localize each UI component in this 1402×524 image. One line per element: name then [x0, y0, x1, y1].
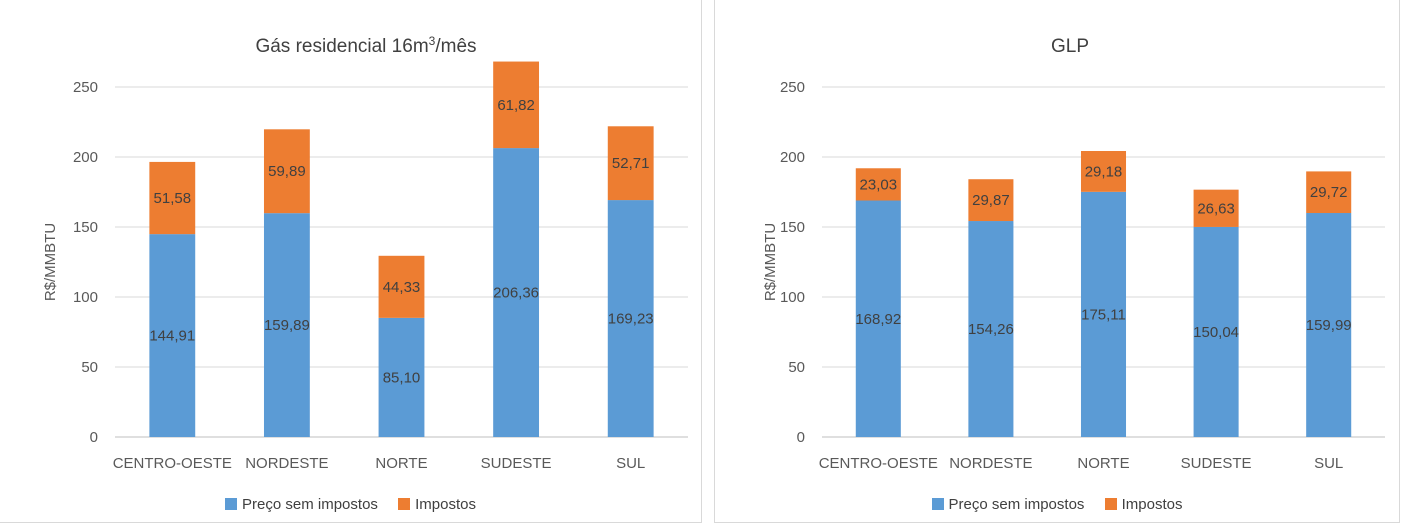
bar-price	[263, 213, 310, 437]
legend-label-taxes: Impostos	[415, 495, 476, 513]
bar-taxes	[1080, 150, 1127, 192]
x-tick-label: NORDESTE	[949, 455, 1032, 472]
y-tick-label: 250	[73, 79, 98, 96]
legend-item-price: Preço sem impostos	[931, 495, 1085, 513]
y-tick-label: 200	[780, 149, 805, 166]
chart-residential-gas: Gás residencial 16m3/mês 0 50 100 150 200 250 R…	[42, 34, 688, 472]
bar-price	[1306, 213, 1352, 437]
bar-price	[149, 234, 196, 437]
data-label-taxes: 29,72	[1310, 184, 1348, 201]
bar-price	[493, 148, 540, 437]
data-label-price: 169,23	[608, 311, 654, 328]
y-axis-label: R$/MMBTU	[762, 223, 779, 301]
x-tick-label: CENTRO-OESTE	[819, 455, 938, 472]
data-label-taxes: 29,87	[972, 192, 1010, 209]
data-label-taxes: 61,82	[497, 97, 535, 114]
data-label-price: 159,89	[264, 317, 310, 334]
data-label-taxes: 44,33	[383, 279, 421, 296]
y-tick-label: 50	[81, 359, 98, 376]
bar-price	[968, 221, 1014, 437]
bar-price	[1080, 191, 1127, 437]
legend-swatch-price	[931, 498, 944, 510]
bar-taxes	[263, 129, 310, 214]
legend-item-taxes: Impostos	[398, 496, 476, 513]
y-tick-label: 150	[780, 219, 805, 236]
x-tick-label: SUL	[616, 455, 645, 472]
y-tick-label: 100	[780, 289, 805, 306]
legend-label-taxes: Impostos	[1121, 495, 1183, 513]
data-label-taxes: 29,18	[1085, 163, 1123, 180]
data-label-price: 150,04	[1193, 324, 1239, 341]
data-label-price: 85,10	[383, 369, 421, 386]
legend-item-taxes: Impostos	[1104, 495, 1183, 513]
data-label-taxes: 52,71	[612, 155, 650, 172]
chart-panel-residential-gas: Gás residencial 16m3/mês 0 50 100 150 200 250 R…	[0, 0, 702, 523]
legend-label-price: Preço sem impostos	[948, 495, 1085, 513]
x-tick-label: NORTE	[375, 455, 427, 472]
y-tick-label: 0	[797, 429, 805, 446]
bar-taxes	[378, 255, 425, 318]
data-label-taxes: 51,58	[154, 190, 192, 207]
x-tick-label: CENTRO-OESTE	[113, 455, 232, 472]
chart-panel-glp: GLP 0 50 100 150 200 250 R$/MMBTU 168,92 23,03 CEN…	[714, 0, 1400, 523]
data-label-price: 175,11	[1081, 306, 1126, 323]
bar-taxes	[607, 126, 654, 201]
data-label-price: 154,26	[968, 321, 1014, 338]
bar-price	[378, 317, 425, 437]
chart-title: GLP	[1051, 36, 1089, 57]
chart-title-tail: /mês	[435, 36, 476, 57]
data-label-taxes: 59,89	[268, 163, 306, 180]
legend-item-price: Preço sem impostos	[225, 496, 378, 513]
y-tick-label: 100	[73, 289, 98, 306]
x-tick-label: SUDESTE	[481, 455, 552, 472]
bar-taxes	[1306, 171, 1352, 214]
bar-price	[855, 200, 901, 437]
x-tick-label: SUL	[1314, 455, 1343, 472]
legend: Preço sem impostos Impostos	[715, 496, 1399, 515]
bar-price	[1193, 226, 1239, 437]
chart-title-superscript: 3	[429, 34, 436, 48]
bar-taxes	[493, 61, 540, 149]
bar-taxes	[149, 161, 196, 235]
y-tick-label: 0	[90, 429, 98, 446]
bar-taxes	[855, 168, 901, 201]
data-label-price: 168,92	[855, 311, 901, 328]
y-tick-label: 150	[73, 219, 98, 236]
data-label-price: 144,91	[149, 328, 195, 345]
y-tick-label: 250	[780, 79, 805, 96]
bar-taxes	[1193, 189, 1239, 227]
y-axis-label: R$/MMBTU	[42, 223, 59, 301]
x-tick-label: SUDESTE	[1181, 455, 1252, 472]
y-tick-label: 50	[788, 359, 805, 376]
chart-title-main: Gás residencial 16m	[255, 36, 428, 57]
legend-swatch-taxes	[398, 498, 411, 510]
legend-label-price: Preço sem impostos	[242, 495, 378, 513]
data-label-taxes: 23,03	[860, 176, 898, 193]
chart-glp: GLP 0 50 100 150 200 250 R$/MMBTU 168,92 23,03 CEN…	[762, 36, 1385, 472]
y-tick-label: 200	[73, 149, 98, 166]
data-label-taxes: 26,63	[1197, 200, 1235, 217]
chart-title-main: GLP	[1051, 36, 1089, 57]
legend-swatch-price	[225, 498, 238, 510]
legend-swatch-taxes	[1104, 498, 1117, 510]
data-label-price: 206,36	[493, 285, 539, 302]
legend: Preço sem impostos Impostos	[0, 496, 701, 515]
bar-taxes	[968, 179, 1014, 222]
x-tick-label: NORTE	[1077, 455, 1129, 472]
x-tick-label: NORDESTE	[245, 455, 328, 472]
data-label-price: 159,99	[1306, 317, 1352, 334]
chart-title: Gás residencial 16m3/mês	[255, 34, 476, 57]
bar-price	[607, 200, 654, 437]
